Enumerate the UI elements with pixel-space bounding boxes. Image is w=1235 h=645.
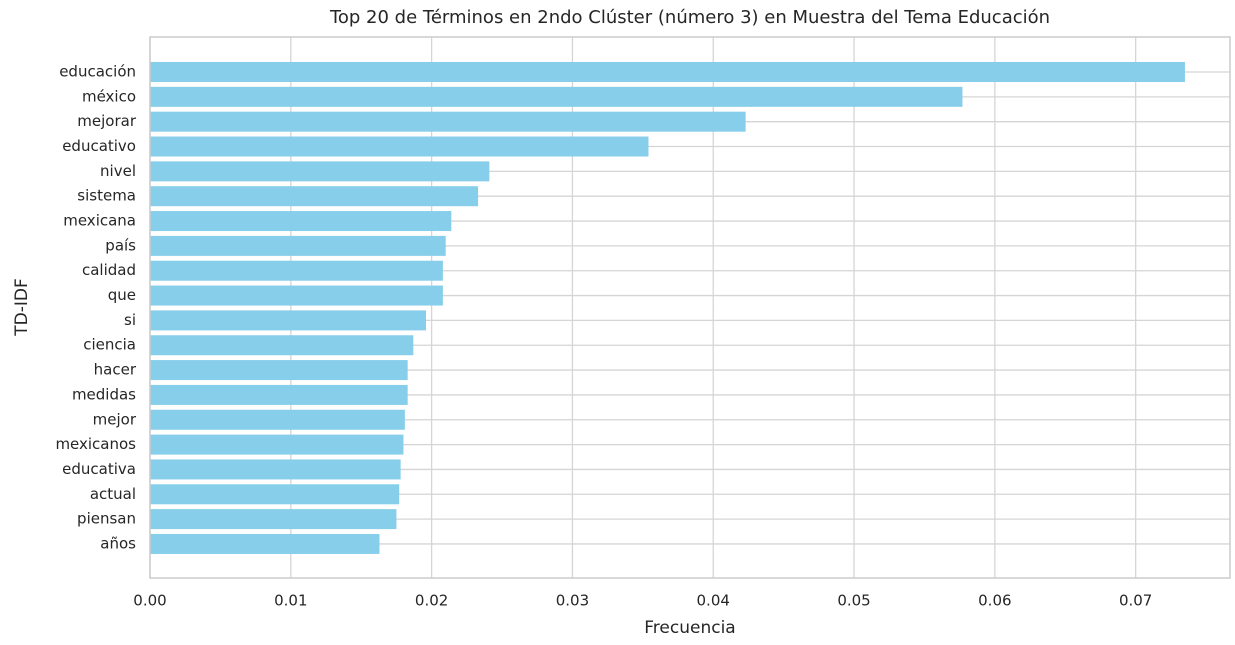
bar <box>150 484 400 505</box>
y-axis-label: TD-IDF <box>12 278 32 337</box>
y-tick-label: educativa <box>62 460 136 478</box>
y-tick-label: medidas <box>72 385 136 403</box>
chart-title: Top 20 de Términos en 2ndo Clúster (núme… <box>329 7 1050 28</box>
bar <box>150 235 446 256</box>
y-tick-label: años <box>100 534 136 552</box>
bar <box>150 434 404 455</box>
x-tick-label: 0.01 <box>274 592 307 610</box>
bar <box>150 260 443 281</box>
y-tick-label: calidad <box>82 261 136 279</box>
bar <box>150 161 490 182</box>
y-tick-label: hacer <box>94 361 137 379</box>
y-tick-label: si <box>124 311 136 329</box>
plot-frame <box>149 36 1231 579</box>
y-tick-label: país <box>105 236 136 254</box>
x-tick-label: 0.06 <box>978 592 1011 610</box>
bar <box>150 360 408 381</box>
y-tick-label: mejor <box>93 410 137 428</box>
x-axis-label: Frecuencia <box>644 618 735 638</box>
bar <box>150 509 397 530</box>
bar <box>150 335 414 356</box>
x-tick-label: 0.07 <box>1119 592 1152 610</box>
y-tick-label: mejorar <box>77 112 137 130</box>
y-tick-label: ciencia <box>83 336 136 354</box>
bar <box>150 533 380 554</box>
bar <box>150 409 405 430</box>
x-tick-label: 0.04 <box>697 592 730 610</box>
y-tick-label: méxico <box>82 87 136 105</box>
bar <box>150 111 746 132</box>
x-tick-label: 0.05 <box>837 592 870 610</box>
bar <box>150 136 649 157</box>
x-tick-label: 0.00 <box>133 592 166 610</box>
y-tick-label: educación <box>59 63 136 81</box>
x-tick-label: 0.02 <box>415 592 448 610</box>
bar <box>150 310 426 331</box>
bar <box>150 285 443 306</box>
y-tick-label: mexicana <box>63 212 136 230</box>
y-tick-label: que <box>108 286 136 304</box>
y-tick-label: actual <box>90 485 136 503</box>
y-tick-label: educativo <box>62 137 136 155</box>
bar <box>150 384 408 405</box>
bar <box>150 186 479 207</box>
bar <box>150 86 963 107</box>
x-tick-label: 0.03 <box>556 592 589 610</box>
y-tick-label: sistema <box>77 187 136 205</box>
bar <box>150 62 1185 82</box>
y-tick-label: nivel <box>100 162 136 180</box>
y-tick-label: piensan <box>77 510 136 528</box>
y-tick-label: mexicanos <box>55 435 136 453</box>
bar <box>150 459 401 480</box>
bar <box>150 211 452 232</box>
